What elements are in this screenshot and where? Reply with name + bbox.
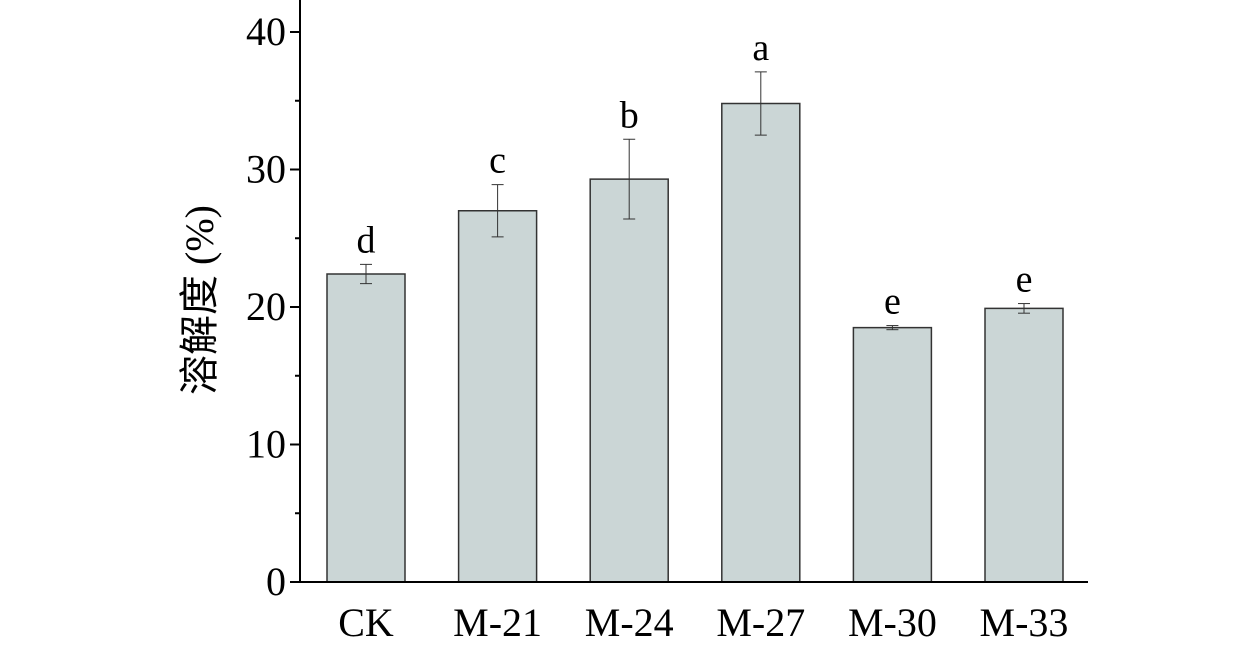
significance-letter-m-24: b — [620, 94, 639, 136]
x-tick-label-m-30: M-30 — [848, 600, 937, 645]
bar-m-27 — [721, 102, 801, 583]
y-tick-label: 20 — [246, 284, 286, 329]
y-axis-label: 溶解度 (%) — [177, 205, 222, 395]
bar-m-24 — [589, 178, 669, 583]
error-bars-group — [360, 71, 1030, 331]
y-tick-label: 10 — [246, 422, 286, 467]
significance-letter-m-30: e — [884, 281, 901, 323]
y-tick-label: 40 — [246, 9, 286, 54]
axes-group — [290, 0, 1088, 583]
x-tick-labels-group: CK M-21 M-24 M-27 M-30 M-33 — [338, 600, 1068, 645]
bar-m-30 — [852, 326, 933, 583]
x-tick-label-m-33: M-33 — [980, 600, 1069, 645]
x-tick-label-m-21: M-21 — [453, 600, 542, 645]
y-tick-label: 0 — [266, 559, 286, 604]
x-tick-label-m-27: M-27 — [716, 600, 805, 645]
significance-letter-ck: d — [357, 219, 376, 261]
bar-m-21 — [457, 210, 538, 583]
significance-letter-m-21: c — [489, 140, 506, 182]
bar-ck — [326, 273, 406, 583]
significance-letter-m-27: a — [752, 27, 769, 69]
x-tick-label-ck: CK — [338, 600, 394, 645]
y-tick-labels-group: 0 10 20 30 40 — [246, 9, 286, 604]
bar-m-33 — [984, 307, 1064, 583]
significance-letter-m-33: e — [1016, 259, 1033, 301]
bars-group — [326, 102, 1064, 583]
significance-letters-group: d c b a e e — [357, 27, 1033, 323]
x-tick-label-m-24: M-24 — [585, 600, 674, 645]
y-tick-label: 30 — [246, 147, 286, 192]
